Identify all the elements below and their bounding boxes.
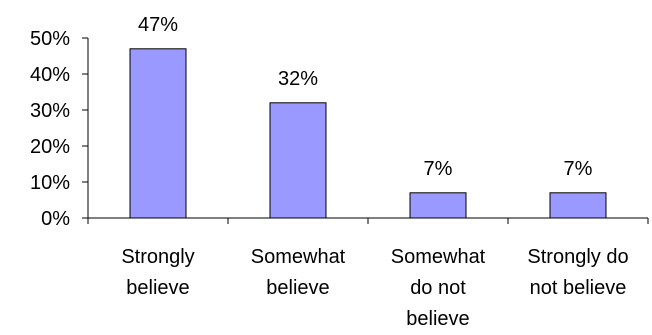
x-axis <box>87 217 649 224</box>
bar <box>409 192 467 219</box>
y-tick-label: 40% <box>30 64 70 86</box>
bar <box>269 102 327 219</box>
bars <box>129 48 607 219</box>
y-tick-label: 10% <box>30 172 70 194</box>
y-tick-label: 30% <box>30 100 70 122</box>
x-category-label: Somewhat do not believe <box>391 246 486 330</box>
x-category-label-line: Strongly <box>121 246 194 268</box>
x-category-label-line: believe <box>406 308 469 330</box>
data-label: 32% <box>278 68 318 90</box>
category-labels: Strongly believe Somewhat believe Somewhat do… <box>121 246 628 330</box>
y-axis: 0% 10% 20% 30% 40% 50% <box>30 28 89 230</box>
x-category-label-line: believe <box>266 277 329 299</box>
bar <box>129 48 187 219</box>
x-category-label: Strongly believe <box>121 246 194 299</box>
data-label: 7% <box>564 158 593 180</box>
y-tick-label: 20% <box>30 136 70 158</box>
x-category-label-line: not believe <box>530 277 627 299</box>
data-labels: 47% 32% 7% 7% <box>138 14 593 180</box>
y-tick-label: 50% <box>30 28 70 50</box>
bar <box>549 192 607 219</box>
x-category-label-line: Somewhat <box>391 246 486 268</box>
data-label: 47% <box>138 14 178 36</box>
x-category-label-line: believe <box>126 277 189 299</box>
y-tick-label: 0% <box>41 208 70 230</box>
x-category-label: Somewhat believe <box>251 246 346 299</box>
x-category-label-line: Somewhat <box>251 246 346 268</box>
x-category-label-line: Strongly do <box>527 246 628 268</box>
x-category-label: Strongly do not believe <box>527 246 628 299</box>
data-label: 7% <box>424 158 453 180</box>
x-category-label-line: do not <box>410 277 466 299</box>
